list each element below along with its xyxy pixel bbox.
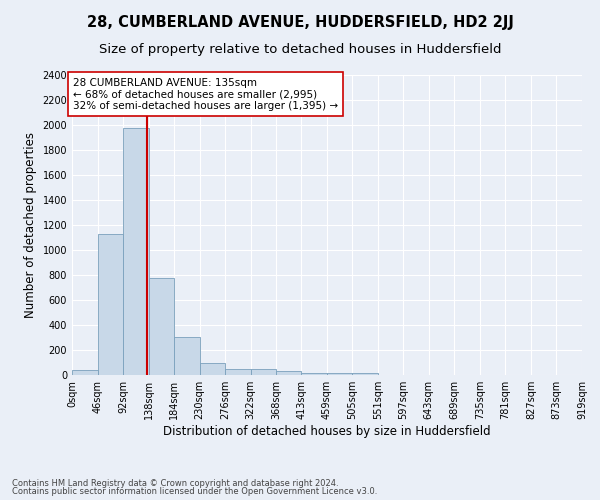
Bar [225, 369, 251, 375]
Bar [174, 337, 200, 375]
Text: 28 CUMBERLAND AVENUE: 135sqm
← 68% of detached houses are smaller (2,995)
32% of: 28 CUMBERLAND AVENUE: 135sqm ← 68% of de… [73, 78, 338, 110]
Y-axis label: Number of detached properties: Number of detached properties [24, 132, 37, 318]
Text: Contains HM Land Registry data © Crown copyright and database right 2024.: Contains HM Land Registry data © Crown c… [12, 478, 338, 488]
Bar [301, 372, 327, 375]
Bar [123, 128, 149, 375]
Bar [327, 372, 352, 375]
Text: Size of property relative to detached houses in Huddersfield: Size of property relative to detached ho… [99, 42, 501, 56]
Text: Contains public sector information licensed under the Open Government Licence v3: Contains public sector information licen… [12, 487, 377, 496]
Bar [251, 370, 276, 375]
Bar [149, 278, 174, 375]
X-axis label: Distribution of detached houses by size in Huddersfield: Distribution of detached houses by size … [163, 425, 491, 438]
Bar [200, 362, 225, 375]
Bar [276, 370, 301, 375]
Bar [98, 234, 123, 375]
Text: 28, CUMBERLAND AVENUE, HUDDERSFIELD, HD2 2JJ: 28, CUMBERLAND AVENUE, HUDDERSFIELD, HD2… [86, 15, 514, 30]
Bar [72, 370, 98, 375]
Bar [352, 372, 378, 375]
